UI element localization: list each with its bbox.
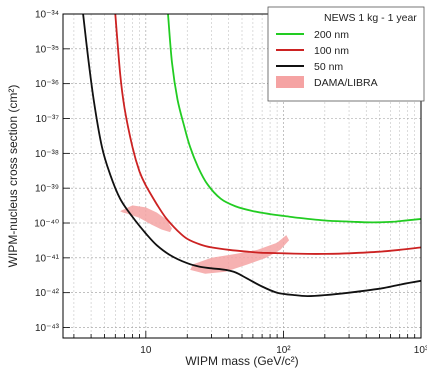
legend-title: NEWS 1 kg - 1 year bbox=[324, 12, 417, 24]
series-line-100-nm bbox=[114, 14, 421, 255]
y-tick-label: 10⁻³⁵ bbox=[35, 44, 59, 55]
legend-label: 200 nm bbox=[314, 29, 349, 41]
axis-ticks: 10 10² 10³ 10⁻³⁴ 10⁻³⁵ 10⁻³⁶ 10⁻³⁷ 10⁻³⁸ 10⁻³⁹ 10… bbox=[34, 10, 427, 357]
dama-libra-regions bbox=[120, 205, 290, 274]
legend-label: 100 nm bbox=[314, 45, 349, 57]
y-tick-label: 10⁻⁴² bbox=[35, 288, 60, 299]
series-line-50-nm bbox=[82, 14, 421, 298]
y-axis-title: WIPM-nucleus cross section (cm²) bbox=[6, 85, 20, 268]
x-axis-title: WIPM mass (GeV/c²) bbox=[185, 354, 298, 368]
y-tick-label: 10⁻³⁶ bbox=[35, 79, 59, 90]
dama-libra-region bbox=[190, 235, 290, 274]
y-tick-label: 10⁻³⁷ bbox=[36, 114, 60, 125]
legend-label: DAMA/LIBRA bbox=[314, 77, 378, 89]
y-tick-label: 10⁻³⁸ bbox=[35, 149, 59, 160]
y-tick-label: 10⁻⁴⁰ bbox=[34, 219, 59, 230]
dama-libra-region bbox=[120, 205, 172, 233]
legend-label: 50 nm bbox=[314, 61, 343, 73]
y-tick-label: 10⁻³⁴ bbox=[35, 10, 59, 21]
legend: NEWS 1 kg - 1 year 200 nm 100 nm 50 nm DAMA/… bbox=[267, 6, 425, 102]
x-tick-label: 10³ bbox=[414, 345, 427, 356]
x-tick-label: 10 bbox=[140, 345, 152, 356]
x-tick-label: 10² bbox=[276, 345, 291, 356]
series-line-200-nm bbox=[167, 14, 421, 224]
series-lines bbox=[82, 14, 421, 298]
legend-swatch bbox=[276, 76, 304, 88]
y-tick-label: 10⁻⁴³ bbox=[35, 323, 60, 334]
y-tick-label: 10⁻³⁹ bbox=[35, 184, 59, 195]
y-tick-label: 10⁻⁴¹ bbox=[35, 253, 60, 264]
